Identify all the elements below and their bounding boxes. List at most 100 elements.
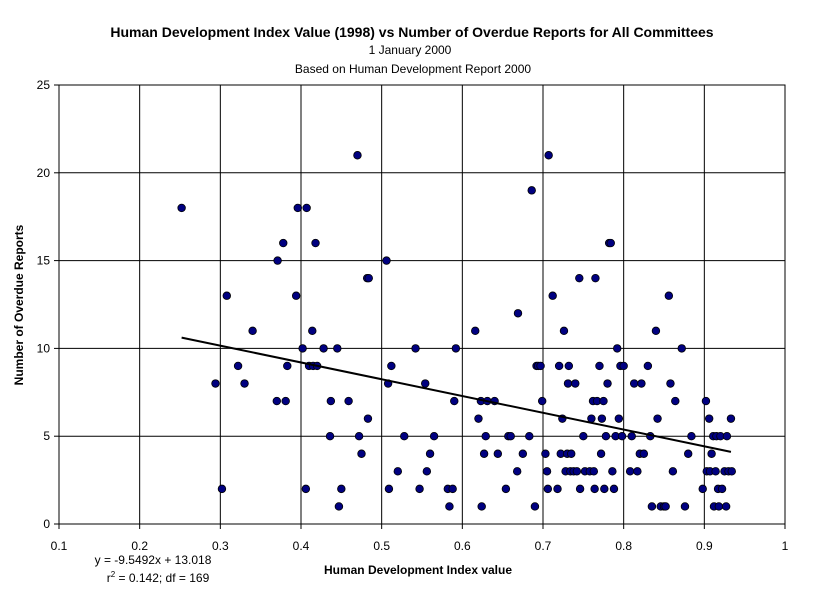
chart-title: Human Development Index Value (1998) vs … [110, 24, 713, 40]
data-point [575, 273, 584, 283]
data-point [337, 484, 346, 494]
data-point [325, 432, 335, 441]
data-point [595, 361, 604, 371]
data-point [567, 449, 576, 458]
data-point [633, 467, 642, 476]
x-tick-label: 0.9 [696, 539, 713, 553]
data-point [543, 484, 553, 494]
data-point [647, 502, 657, 511]
data-point [293, 203, 302, 213]
data-point [518, 449, 528, 458]
data-point [445, 502, 454, 511]
chart-subtitle-date: 1 January 2000 [369, 43, 452, 57]
data-point [554, 361, 564, 371]
data-point [599, 396, 608, 406]
data-point [603, 379, 612, 388]
data-point [421, 379, 430, 388]
data-point [363, 414, 373, 423]
data-point [614, 414, 624, 423]
data-point [291, 291, 301, 300]
data-point [233, 361, 243, 371]
data-point [596, 449, 606, 458]
data-point [714, 502, 724, 511]
data-point [537, 396, 547, 406]
data-point [308, 326, 317, 336]
data-point [698, 484, 707, 494]
data-point [451, 344, 461, 353]
data-point [471, 326, 480, 336]
data-point [429, 432, 439, 441]
data-point [609, 484, 619, 494]
data-point [625, 467, 635, 476]
data-point [334, 502, 344, 511]
data-point [727, 467, 736, 476]
data-point [387, 361, 396, 371]
data-point [319, 344, 328, 353]
data-point [477, 502, 486, 511]
data-point [639, 449, 649, 458]
data-point [326, 396, 336, 406]
r-symbol: r [107, 571, 111, 585]
data-point [400, 432, 409, 441]
y-tick-label: 5 [43, 429, 50, 443]
data-point [415, 484, 424, 494]
data-points [177, 151, 736, 511]
data-point [354, 432, 364, 441]
x-tick-label: 0.2 [131, 539, 148, 553]
data-point [677, 344, 686, 353]
r-superscript: 2 [111, 570, 116, 579]
data-point [493, 449, 503, 458]
data-point [279, 238, 288, 248]
data-point [548, 291, 557, 300]
data-point [711, 467, 720, 476]
data-point [684, 449, 693, 458]
data-point [506, 432, 515, 441]
data-point [627, 432, 636, 441]
x-tick-label: 0.3 [212, 539, 229, 553]
r-squared-value: = 0.142; df = 169 [115, 571, 209, 585]
data-point [311, 238, 320, 248]
data-point [643, 361, 653, 371]
data-point [637, 379, 646, 388]
data-point [601, 432, 611, 441]
y-tick-label: 10 [37, 341, 51, 355]
x-tick-label: 0.4 [293, 539, 310, 553]
r-squared-annotation: r2 = 0.142; df = 169 [107, 570, 210, 585]
data-point [501, 484, 511, 494]
data-point [653, 414, 662, 423]
data-point [301, 484, 311, 494]
data-point [384, 484, 394, 494]
data-point [248, 326, 257, 336]
data-point [382, 256, 391, 265]
data-point [393, 467, 402, 476]
data-point [613, 344, 622, 353]
x-axis-label: Human Development Index value [324, 563, 512, 577]
data-point [606, 238, 615, 248]
data-point [575, 484, 585, 494]
data-point [353, 151, 362, 160]
data-point [222, 291, 231, 300]
x-axis-ticks: 0.1 0.2 0.3 0.4 0.5 0.6 0.7 0.8 0.9 1 [51, 524, 789, 553]
data-point [177, 203, 186, 213]
data-point [619, 361, 628, 371]
data-point [600, 484, 609, 494]
data-point [422, 467, 432, 476]
gridlines [59, 85, 785, 524]
data-point [664, 291, 674, 300]
data-point [721, 502, 731, 511]
data-point [572, 467, 582, 476]
data-point [425, 449, 435, 458]
data-point [542, 467, 552, 476]
data-point [344, 396, 353, 406]
x-tick-label: 0.1 [51, 539, 68, 553]
data-point [281, 396, 290, 406]
data-point [450, 396, 459, 406]
data-point [563, 379, 573, 388]
data-point [591, 273, 600, 283]
data-point [579, 432, 588, 441]
data-point [701, 396, 711, 406]
data-point [541, 449, 550, 458]
data-point [525, 432, 534, 441]
data-point [707, 449, 716, 458]
